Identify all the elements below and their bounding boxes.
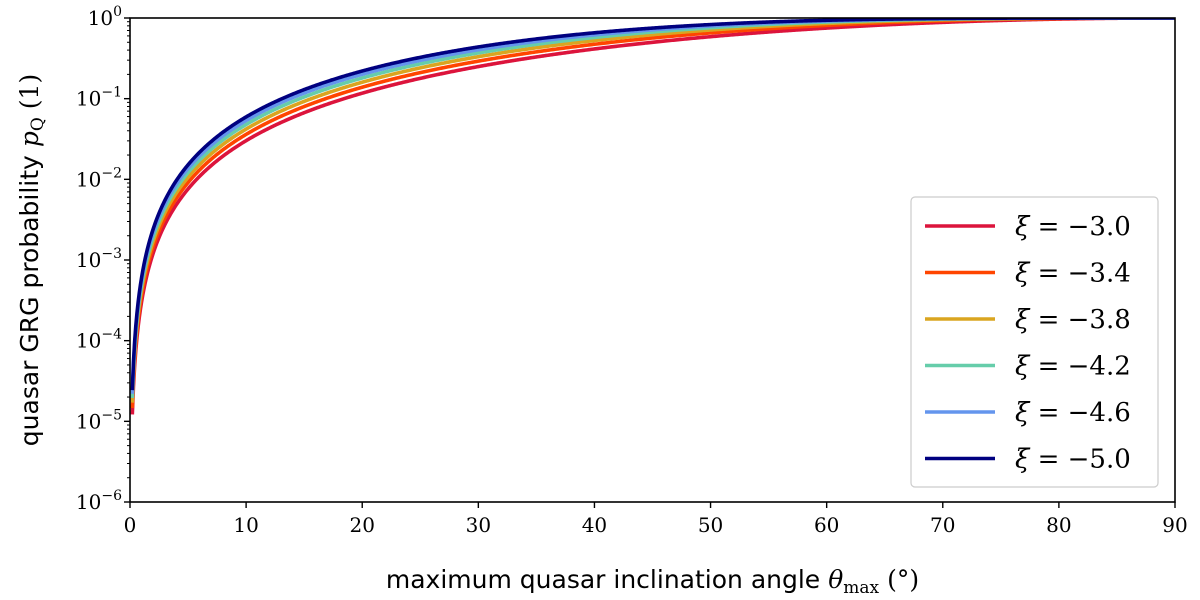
legend-label: ξ = −3.4	[1015, 259, 1131, 289]
y-tick-base: 10	[76, 409, 101, 433]
x-tick-label: 40	[582, 513, 607, 537]
y-tick-exponent: −6	[101, 488, 122, 504]
x-tick-label: 20	[349, 513, 374, 537]
y-tick-base: 10	[76, 490, 101, 514]
y-axis-label: quasar GRG probability pQ (1)	[15, 74, 48, 446]
y-tick-base: 10	[76, 248, 101, 272]
x-tick-label: 10	[233, 513, 258, 537]
x-tick-label: 80	[1046, 513, 1071, 537]
y-tick-label: 10−5	[76, 407, 122, 433]
legend-box	[910, 196, 1159, 488]
x-axis-label-symbol: θ	[828, 565, 843, 594]
legend: ξ = −3.0 ξ = −3.4 ξ = −3.8 ξ = −4.2 ξ = −4.6…	[910, 196, 1159, 488]
y-tick-exponent: −1	[101, 85, 122, 101]
legend-label: ξ = −3.8	[1015, 305, 1131, 335]
y-tick-label: 10−6	[76, 488, 122, 514]
x-tick-label: 30	[466, 513, 491, 537]
y-tick-exponent: −3	[101, 246, 122, 262]
y-axis-label-symbol: p	[15, 131, 44, 147]
y-tick-label: 100	[88, 4, 122, 30]
y-tick-base: 10	[76, 329, 101, 353]
x-tick-label: 0	[124, 513, 137, 537]
x-tick-label: 60	[814, 513, 839, 537]
legend-label: ξ = −3.0	[1015, 212, 1131, 242]
x-axis-label-unit: (°)	[887, 565, 919, 594]
x-axis-label-subscript: max	[843, 578, 879, 598]
x-tick-label: 90	[1162, 513, 1187, 537]
x-axis-label-text: maximum quasar inclination angle	[386, 565, 820, 594]
x-axis: 0 10 20 30 40 50 60 70 80 90	[124, 502, 1188, 537]
y-tick-base: 10	[88, 6, 113, 30]
x-axis-label: maximum quasar inclination angle θmax (°)	[386, 565, 919, 598]
y-tick-label: 10−2	[76, 165, 122, 191]
legend-label: ξ = −4.2	[1015, 352, 1131, 382]
y-tick-exponent: −4	[101, 327, 122, 343]
legend-label: ξ = −4.6	[1015, 398, 1131, 428]
y-axis-label-text: quasar GRG probability	[15, 155, 44, 446]
x-tick-label: 50	[698, 513, 723, 537]
y-tick-base: 10	[76, 167, 101, 191]
y-tick-label: 10−1	[76, 85, 122, 111]
y-tick-label: 10−3	[76, 246, 122, 272]
y-tick-label: 10−4	[76, 327, 122, 353]
legend-label: ξ = −5.0	[1015, 445, 1131, 475]
series-group	[130, 18, 1175, 415]
y-tick-base: 10	[76, 87, 101, 111]
y-tick-exponent: 0	[113, 4, 122, 20]
x-tick-label: 70	[930, 513, 955, 537]
y-axis-label-subscript: Q	[28, 117, 48, 131]
y-tick-exponent: −5	[101, 407, 122, 423]
y-axis-label-unit: (1)	[15, 74, 44, 109]
y-tick-exponent: −2	[101, 165, 122, 181]
